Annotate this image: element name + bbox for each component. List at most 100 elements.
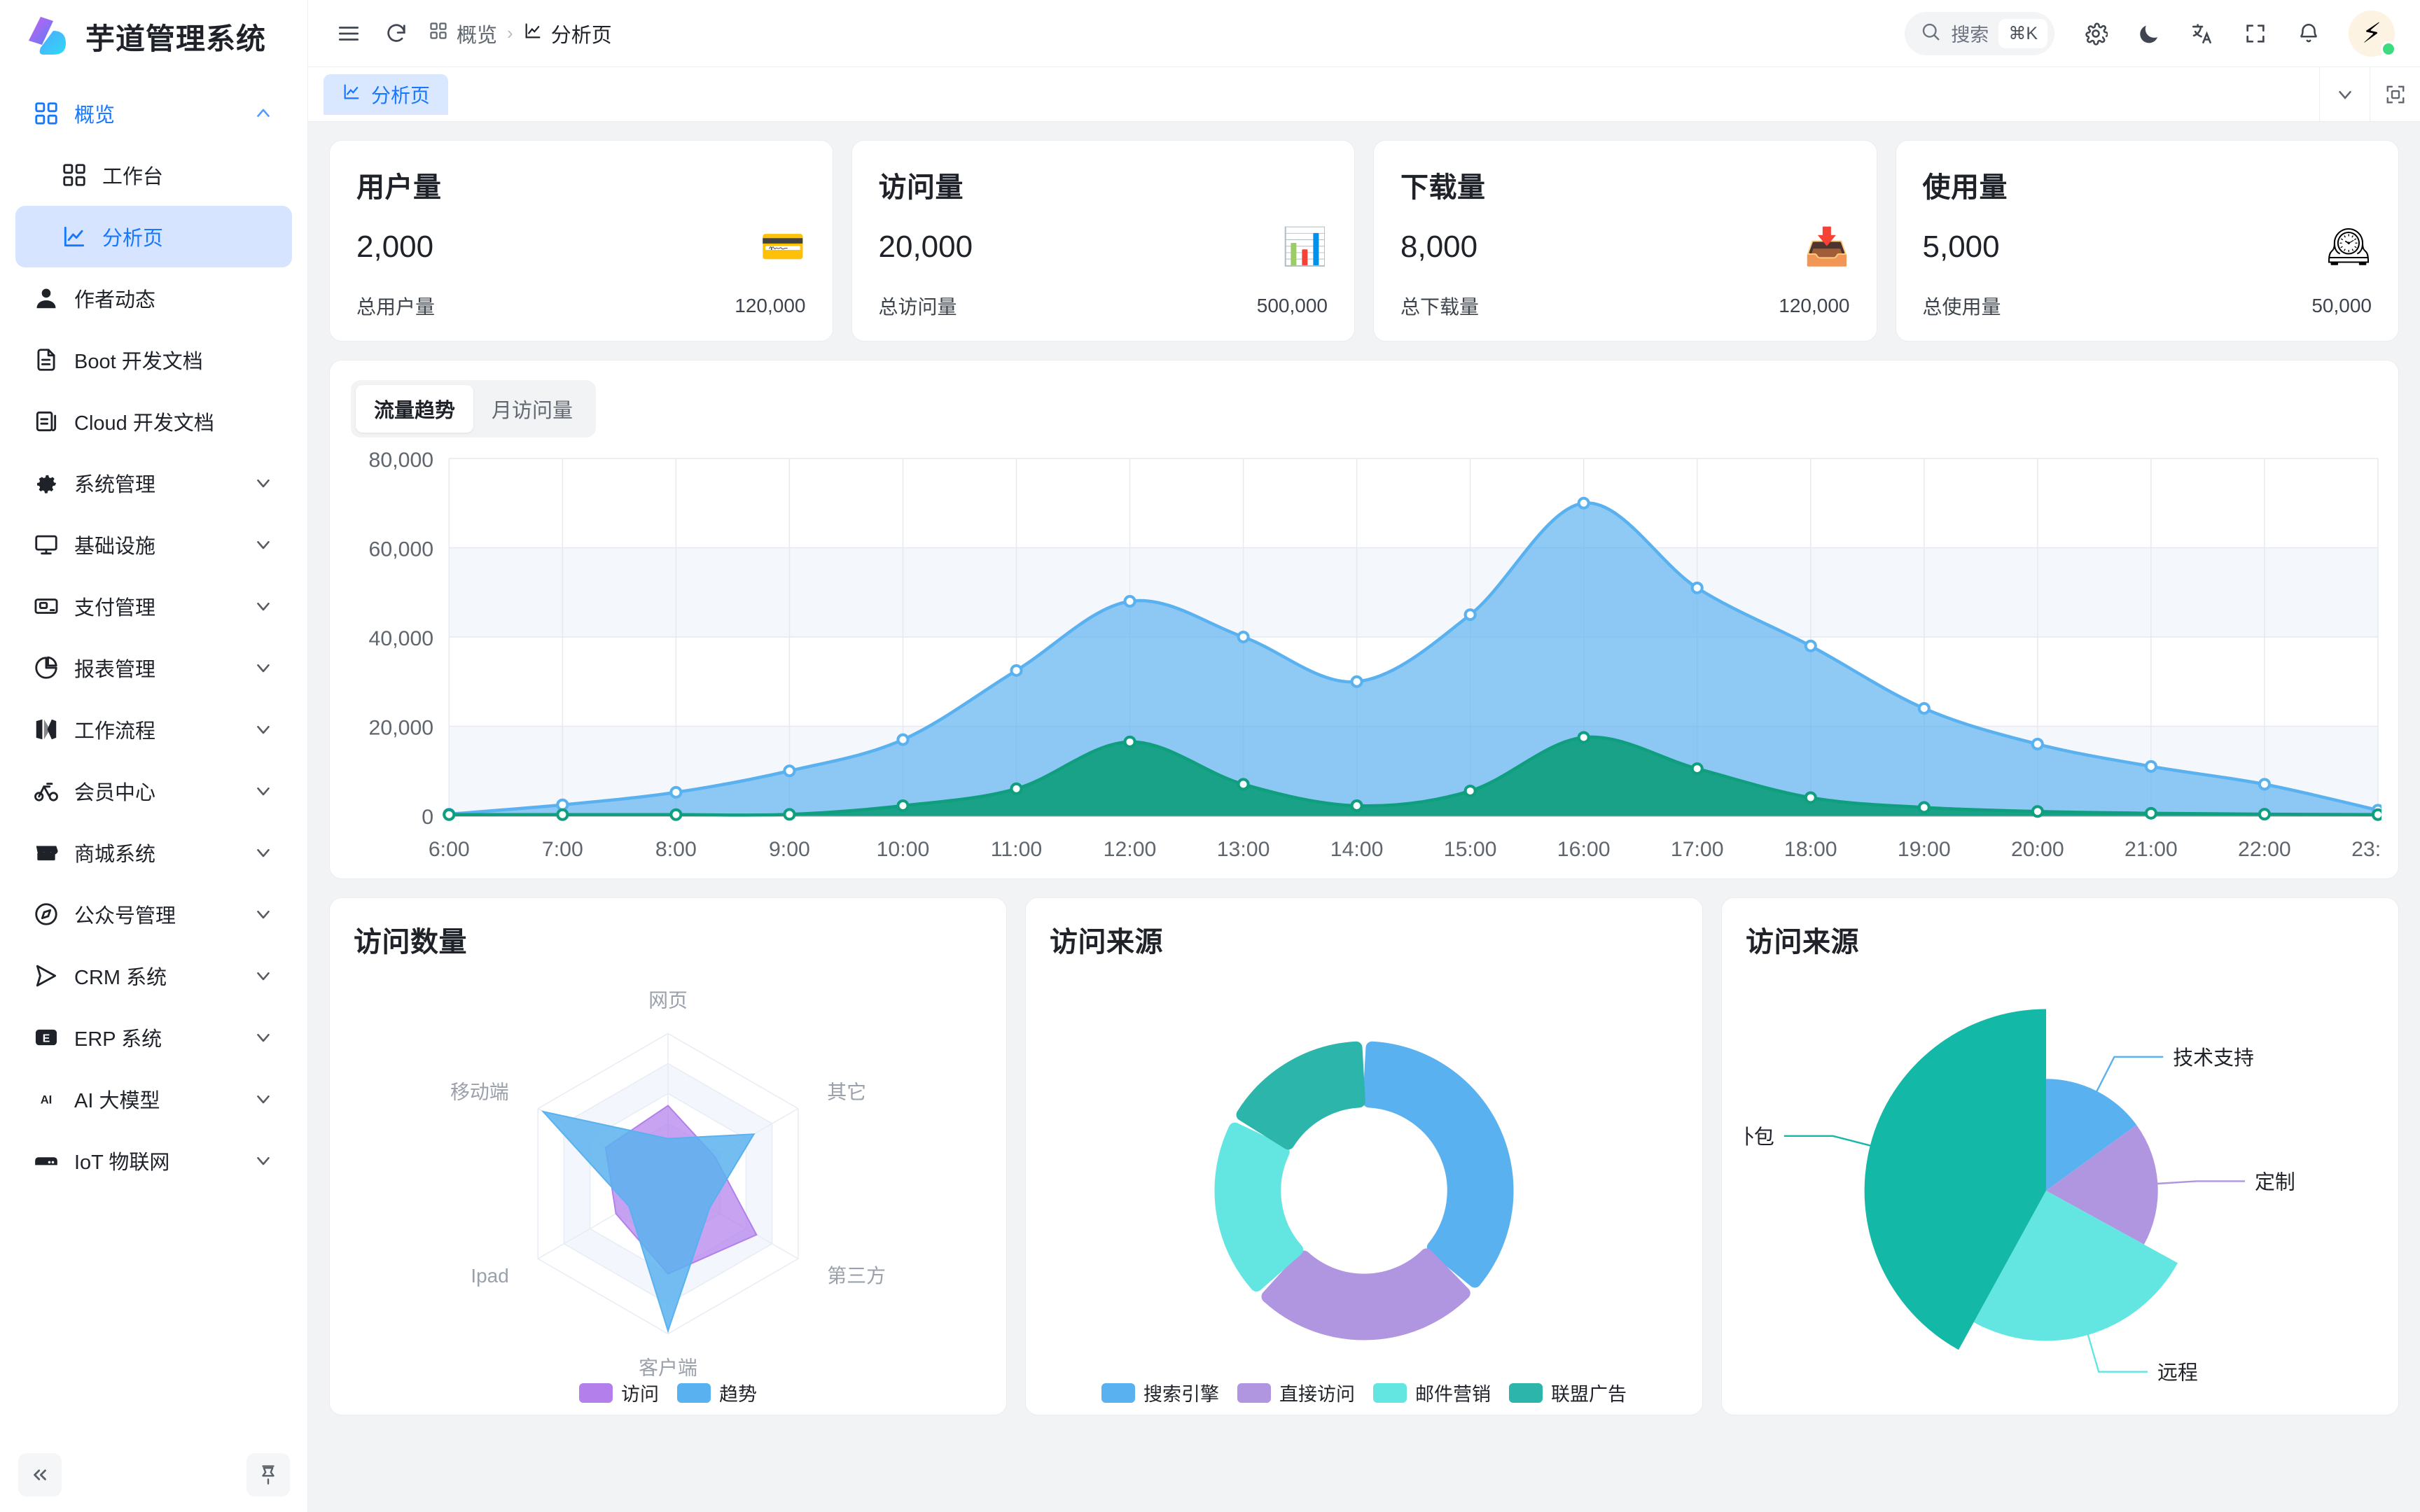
sidebar-item-3[interactable]: 作者动态 [15, 267, 292, 329]
radar-axis-label: 移动端 [450, 1082, 509, 1103]
translate-icon[interactable] [2179, 10, 2225, 57]
sidebar-item-17[interactable]: IoT 物联网 [15, 1130, 292, 1191]
sidebar-item-5[interactable]: Cloud 开发文档 [15, 391, 292, 452]
x-axis-tick: 12:00 [1104, 838, 1157, 861]
sidebar-item-10[interactable]: 工作流程 [15, 699, 292, 760]
chevron-down-icon[interactable] [253, 657, 274, 678]
pie-slice-2[interactable] [1973, 1190, 2178, 1341]
brand-title: 芋道管理系统 [85, 22, 267, 55]
donut-card: 访问来源 搜索引擎 直接访问 邮件营销 联盟广告 [1025, 897, 1703, 1415]
chevron-down-icon[interactable] [253, 534, 274, 555]
sidebar-item-label: 会员中心 [74, 782, 156, 804]
legend-swatch [1101, 1382, 1135, 1403]
legend-item[interactable]: 联盟广告 [1509, 1379, 1627, 1406]
bell-icon[interactable] [2286, 10, 2332, 57]
gear-icon[interactable] [2073, 10, 2119, 57]
x-axis-tick: 18:00 [1784, 838, 1837, 861]
tab-bar: 分析页 [308, 66, 2420, 122]
sidebar-item-label: 工作流程 [74, 720, 156, 743]
sidebar-item-14[interactable]: CRM 系统 [15, 945, 292, 1007]
chevron-down-icon[interactable] [253, 472, 274, 493]
legend-item[interactable]: 邮件营销 [1373, 1379, 1491, 1406]
sidebar-item-2[interactable]: 分析页 [15, 206, 292, 267]
brand-logo[interactable]: 芋道管理系统 [0, 0, 307, 73]
sidebar-item-6[interactable]: 系统管理 [15, 452, 292, 514]
chevron-down-icon[interactable] [253, 842, 274, 863]
chevron-down-icon[interactable] [2319, 66, 2370, 122]
radar-axis-label: 网页 [648, 990, 688, 1011]
top-bar: 概览 › 分析页 搜索 ⌘K [308, 0, 2420, 67]
search-input[interactable]: 搜索 ⌘K [1905, 11, 2054, 55]
chevron-down-icon[interactable] [253, 965, 274, 986]
donut-slice-3[interactable] [1236, 1041, 1365, 1150]
sidebar-item-8[interactable]: 支付管理 [15, 575, 292, 637]
sidebar-item-13[interactable]: 公众号管理 [15, 883, 292, 945]
chevron-down-icon[interactable] [253, 1150, 274, 1171]
trend-tab-1[interactable]: 月访问量 [492, 400, 573, 422]
trend-tab-0[interactable]: 流量趋势 [356, 385, 474, 433]
chevron-down-icon[interactable] [253, 1027, 274, 1048]
chart-icon [342, 82, 361, 106]
stat-foot-value: 120,000 [735, 295, 806, 316]
donut-slice-2[interactable] [1214, 1122, 1304, 1292]
donut-slice-1[interactable] [1261, 1248, 1470, 1340]
x-axis-tick: 23:00 [2351, 838, 2381, 861]
legend-item[interactable]: 趋势 [677, 1379, 757, 1406]
legend-item[interactable]: 访问 [579, 1379, 659, 1406]
pin-icon[interactable] [246, 1453, 290, 1497]
breadcrumb-parent[interactable]: 概览 [429, 19, 497, 48]
pie-slice-label: 外包 [1746, 1126, 1774, 1149]
moon-icon[interactable] [2126, 10, 2172, 57]
chevron-down-icon[interactable] [253, 719, 274, 740]
stat-main-row: 2,000 💳 [356, 229, 806, 265]
sidebar-item-7[interactable]: 基础设施 [15, 514, 292, 575]
pie-slice-1[interactable] [2046, 1125, 2158, 1245]
refresh-icon[interactable] [377, 14, 416, 53]
fullscreen-icon[interactable] [2232, 10, 2279, 57]
chart-icon [523, 21, 543, 46]
sidebar-item-11[interactable]: 会员中心 [15, 760, 292, 822]
topbar-actions: ⚡ [2073, 10, 2396, 57]
legend-label: 邮件营销 [1415, 1384, 1491, 1405]
hamburger-icon[interactable] [329, 14, 368, 53]
sidebar-item-15[interactable]: E ERP 系统 [15, 1007, 292, 1068]
y-axis-tick: 20,000 [369, 717, 434, 740]
pie-slice-0[interactable] [2046, 1079, 2137, 1191]
legend-item[interactable]: 搜索引擎 [1101, 1379, 1219, 1406]
avatar[interactable]: ⚡ [2349, 10, 2396, 57]
x-axis-tick: 6:00 [429, 838, 470, 861]
grid-icon [429, 21, 448, 46]
stat-value: 20,000 [878, 230, 973, 264]
chevron-down-icon[interactable] [253, 1088, 274, 1110]
pie-slice-3[interactable] [1864, 1009, 2047, 1350]
sidebar-item-label: 商城系统 [74, 844, 156, 866]
chevron-up-icon[interactable] [253, 103, 274, 124]
stat-card-1: 访问量 20,000 📊 总访问量 500,000 [851, 140, 1355, 342]
chevron-down-icon[interactable] [253, 904, 274, 925]
stat-value: 8,000 [1400, 230, 1478, 264]
chevron-down-icon[interactable] [253, 596, 274, 617]
sidebar-item-label: Boot 开发文档 [74, 351, 203, 373]
stat-foot-label: 总下载量 [1400, 296, 1480, 318]
stat-title: 下载量 [1400, 172, 1486, 203]
expand-icon[interactable] [2370, 66, 2420, 122]
svg-text:AI: AI [41, 1093, 53, 1106]
legend-item[interactable]: 直接访问 [1237, 1379, 1355, 1406]
logo-icon [25, 14, 70, 59]
sidebar-item-16[interactable]: AI AI 大模型 [15, 1068, 292, 1130]
sidebar-item-label: IoT 物联网 [74, 1152, 170, 1174]
chevron-down-icon[interactable] [253, 780, 274, 802]
online-status-dot [2381, 41, 2396, 57]
legend-label: 访问 [621, 1384, 659, 1405]
sidebar-item-0[interactable]: 概览 [15, 83, 292, 144]
monitor-icon [32, 531, 60, 559]
radar-axis-label: 第三方 [827, 1265, 886, 1287]
sidebar-item-4[interactable]: Boot 开发文档 [15, 329, 292, 391]
collapse-sidebar-button[interactable] [18, 1453, 62, 1497]
donut-slice-0[interactable] [1363, 1041, 1514, 1288]
sidebar-item-9[interactable]: 报表管理 [15, 637, 292, 699]
sidebar-item-1[interactable]: 工作台 [15, 144, 292, 206]
tab-analysis[interactable]: 分析页 [324, 74, 449, 115]
radar-card: 访问数量 网页 其它 第三方 客户端 Ipad 移动端 访问 趋势 [329, 897, 1007, 1415]
sidebar-item-12[interactable]: 商城系统 [15, 822, 292, 883]
